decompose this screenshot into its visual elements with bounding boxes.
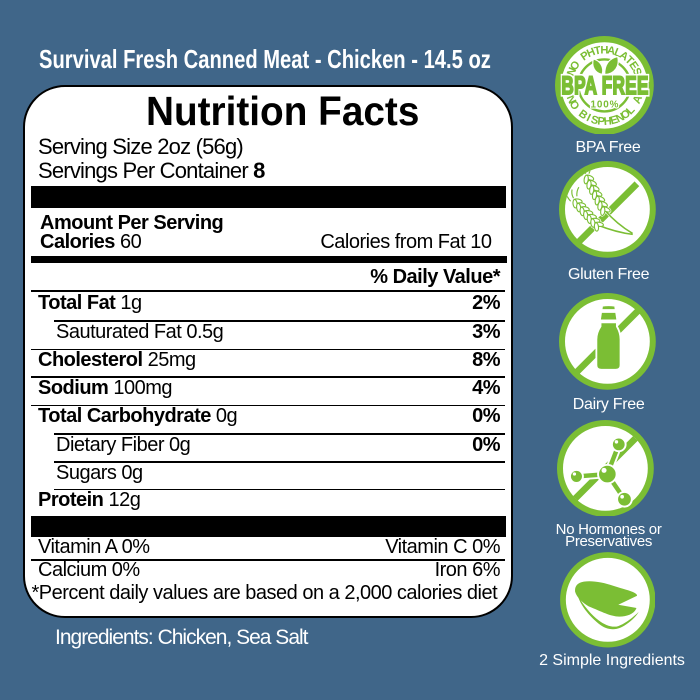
svg-text:A: A bbox=[606, 44, 616, 57]
svg-text:BPA FREE: BPA FREE bbox=[562, 71, 649, 99]
svg-text:T: T bbox=[593, 44, 602, 57]
svg-text:I: I bbox=[585, 112, 593, 124]
svg-text:H: H bbox=[603, 115, 612, 128]
svg-text:BPA FREE: BPA FREE bbox=[562, 71, 649, 99]
svg-text:S: S bbox=[630, 66, 644, 78]
svg-text:S: S bbox=[590, 113, 600, 127]
svg-text:H: H bbox=[600, 44, 608, 56]
svg-text:E: E bbox=[609, 113, 619, 127]
svg-text:100%: 100% bbox=[591, 99, 620, 110]
svg-text:L: L bbox=[612, 46, 623, 60]
svg-text:P: P bbox=[597, 115, 606, 128]
